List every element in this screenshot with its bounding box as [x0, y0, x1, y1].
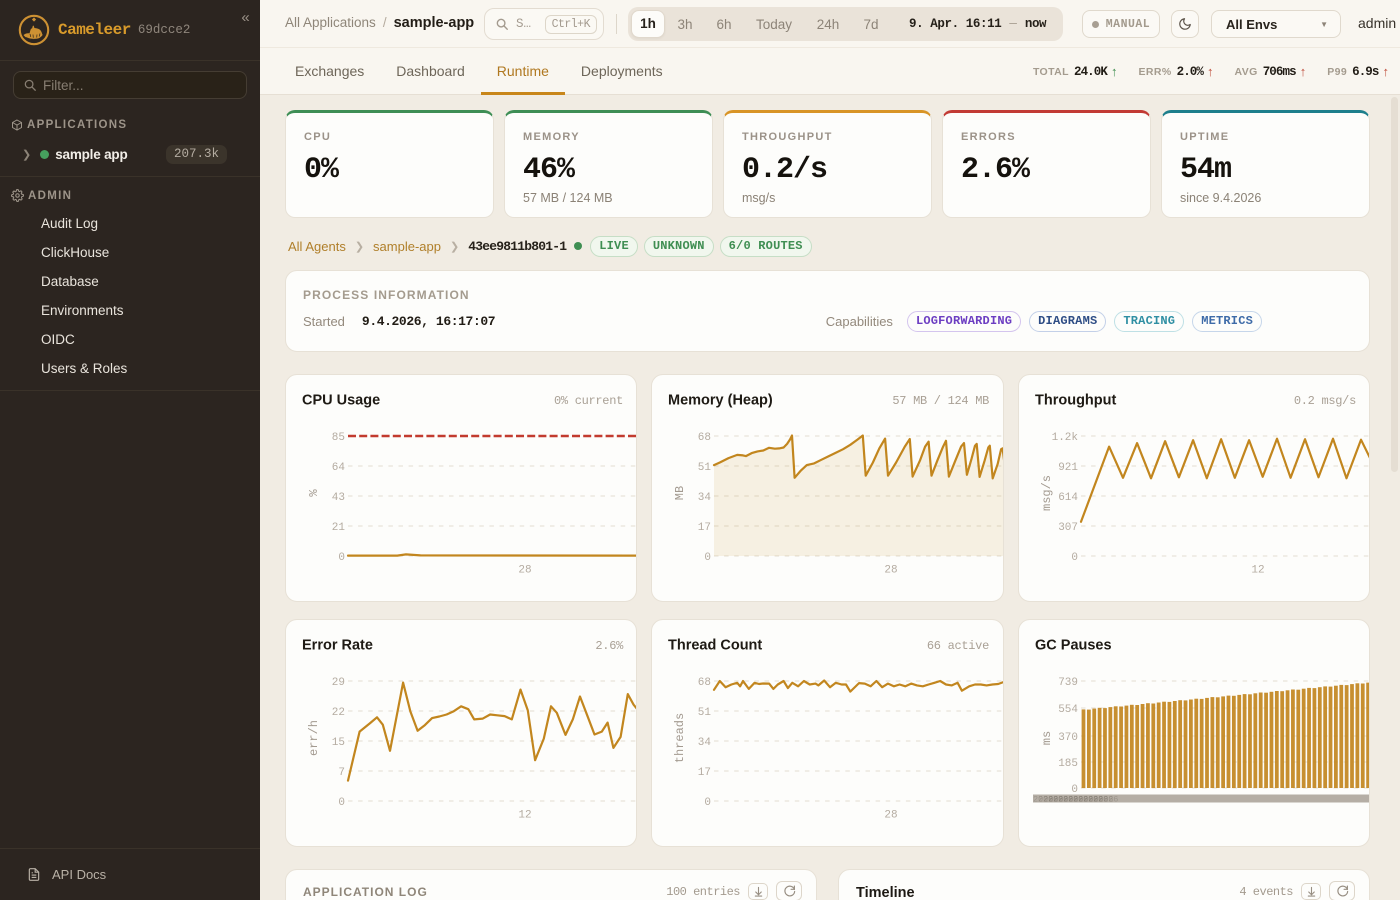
svg-text:0: 0	[705, 797, 712, 809]
svg-text:2026: 2026	[1033, 795, 1053, 805]
svg-text:921: 921	[1058, 462, 1078, 474]
svg-text:2026: 2026	[1098, 795, 1118, 805]
svg-text:2026: 2026	[1063, 795, 1083, 805]
svg-text:370: 370	[1058, 732, 1078, 744]
svg-text:ms: ms	[1040, 731, 1054, 745]
svg-text:554: 554	[1058, 704, 1078, 716]
svg-text:2.6%: 2.6%	[595, 639, 624, 653]
svg-text:2026: 2026	[1073, 795, 1093, 805]
svg-text:17: 17	[698, 767, 711, 779]
svg-text:CPU Usage: CPU Usage	[302, 393, 380, 409]
svg-text:85: 85	[332, 432, 345, 444]
svg-text:msg/s: msg/s	[1040, 475, 1054, 511]
svg-text:7: 7	[338, 767, 345, 779]
svg-text:2026: 2026	[1043, 795, 1063, 805]
svg-text:614: 614	[1058, 492, 1078, 504]
svg-text:68: 68	[698, 677, 711, 689]
svg-text:22: 22	[332, 707, 345, 719]
svg-text:68: 68	[698, 432, 711, 444]
svg-text:64: 64	[332, 462, 346, 474]
svg-text:Error Rate: Error Rate	[302, 638, 373, 654]
svg-text:GC Pauses: GC Pauses	[1035, 638, 1112, 654]
svg-text:0: 0	[1071, 784, 1078, 796]
svg-text:2026: 2026	[1078, 795, 1098, 805]
svg-text:12: 12	[1251, 565, 1264, 577]
svg-text:0: 0	[338, 552, 345, 564]
svg-text:34: 34	[698, 737, 712, 749]
svg-text:0.2 msg/s: 0.2 msg/s	[1294, 394, 1356, 408]
svg-text:0: 0	[705, 552, 712, 564]
svg-text:28: 28	[885, 565, 898, 577]
svg-text:51: 51	[698, 707, 712, 719]
svg-text:err/h: err/h	[307, 720, 321, 756]
svg-text:2026: 2026	[1093, 795, 1113, 805]
svg-text:1.2k: 1.2k	[1051, 432, 1078, 444]
svg-text:threads: threads	[673, 713, 687, 763]
svg-text:15: 15	[332, 737, 345, 749]
svg-text:MB: MB	[673, 486, 687, 500]
svg-text:66 active: 66 active	[927, 639, 989, 653]
svg-text:Memory (Heap): Memory (Heap)	[668, 393, 773, 409]
svg-text:12: 12	[518, 810, 531, 822]
svg-text:34: 34	[698, 492, 712, 504]
svg-text:28: 28	[885, 810, 898, 822]
svg-text:2026: 2026	[1083, 795, 1103, 805]
svg-text:2026: 2026	[1088, 795, 1108, 805]
svg-text:28: 28	[518, 565, 531, 577]
svg-text:185: 185	[1058, 758, 1078, 770]
svg-text:0: 0	[1071, 552, 1078, 564]
svg-text:739: 739	[1058, 677, 1078, 689]
svg-text:17: 17	[698, 522, 711, 534]
svg-text:Throughput: Throughput	[1035, 393, 1117, 409]
svg-text:2026: 2026	[1038, 795, 1058, 805]
svg-text:307: 307	[1058, 522, 1078, 534]
svg-text:0: 0	[338, 797, 345, 809]
svg-text:57 MB / 124 MB: 57 MB / 124 MB	[893, 394, 990, 408]
svg-text:29: 29	[332, 677, 345, 689]
svg-text:2026: 2026	[1058, 795, 1078, 805]
svg-text:2026: 2026	[1053, 795, 1073, 805]
svg-text:43: 43	[332, 492, 345, 504]
svg-text:0% current: 0% current	[554, 394, 623, 408]
svg-text:2026: 2026	[1068, 795, 1088, 805]
svg-text:2026: 2026	[1048, 795, 1068, 805]
svg-text:51: 51	[698, 462, 712, 474]
svg-text:21: 21	[332, 522, 346, 534]
svg-text:%: %	[307, 489, 321, 497]
svg-text:Thread Count: Thread Count	[668, 638, 762, 654]
